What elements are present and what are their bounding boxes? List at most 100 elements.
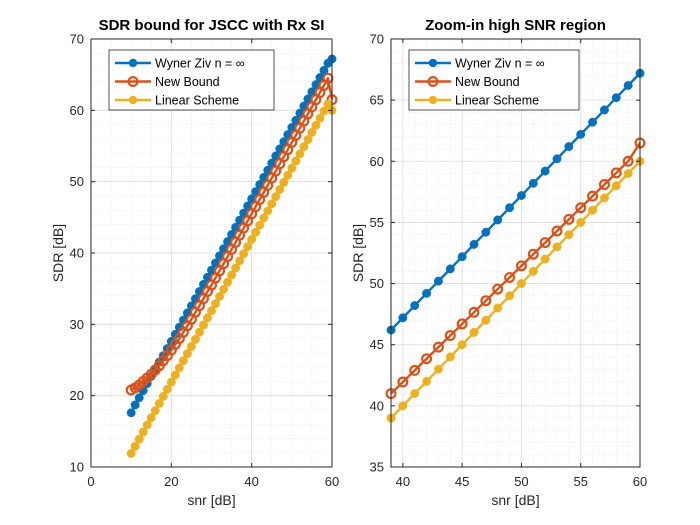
data-point-linear-scheme [199, 320, 208, 330]
data-point-linear-scheme [138, 427, 148, 437]
right-axes-box [390, 38, 641, 468]
data-point-linear-scheme [599, 193, 609, 203]
left-legend-label-linear-scheme: Linear Scheme [155, 94, 239, 108]
data-point-linear-scheme [255, 220, 265, 230]
legend-marker-new-bound [127, 75, 139, 87]
data-point-wyner-ziv-n [126, 408, 136, 418]
y-tick-label: 70 [370, 32, 384, 47]
y-tick-label: 50 [70, 174, 84, 189]
data-point-linear-scheme [162, 384, 172, 394]
data-point-new-bound [610, 167, 622, 179]
series-new-bound [125, 72, 338, 396]
right-legend-label-new-bound: New Bound [455, 75, 520, 89]
data-point-wyner-ziv-n [445, 264, 455, 274]
data-point-linear-scheme [243, 242, 253, 252]
data-point-linear-scheme [195, 327, 204, 337]
data-point-linear-scheme [130, 441, 140, 451]
data-point-linear-scheme [219, 284, 229, 294]
legend-marker-linear-scheme [128, 95, 138, 105]
data-point-wyner-ziv-n [457, 252, 467, 262]
data-point-wyner-ziv-n [505, 203, 515, 213]
left-y-axis-label: SDR [dB] [50, 224, 66, 282]
x-tick-label: 20 [164, 474, 178, 489]
data-point-linear-scheme [398, 401, 408, 411]
left-legend-label-new-bound: New Bound [155, 75, 220, 89]
y-tick-label: 55 [370, 215, 384, 230]
data-point-linear-scheme [623, 169, 633, 178]
y-tick-label: 10 [70, 460, 84, 475]
y-tick-label: 70 [70, 32, 84, 47]
series-wyner-ziv-n [386, 68, 645, 335]
data-point-linear-scheme [239, 249, 249, 259]
data-point-linear-scheme [287, 163, 297, 173]
legend-marker-linear-scheme [428, 95, 438, 105]
x-tick-label: 0 [87, 474, 94, 489]
left-chart-title: SDR bound for JSCC with Rx SI [99, 17, 325, 34]
data-point-new-bound [551, 225, 563, 237]
data-point-linear-scheme [267, 199, 277, 209]
data-point-wyner-ziv-n [422, 288, 432, 298]
right-legend-label-linear-scheme: Linear Scheme [455, 94, 539, 108]
y-tick-label: 50 [370, 276, 384, 291]
right-x-axis-label: snr [dB] [491, 492, 539, 508]
data-point-linear-scheme [259, 213, 269, 223]
data-point-linear-scheme [251, 227, 261, 237]
data-point-wyner-ziv-n [134, 393, 144, 403]
data-point-linear-scheme [211, 299, 220, 309]
data-point-linear-scheme [445, 352, 455, 362]
data-point-linear-scheme [178, 356, 188, 366]
y-tick-label: 35 [370, 460, 384, 475]
data-point-linear-scheme [505, 291, 515, 301]
data-point-new-bound [515, 260, 527, 272]
data-point-linear-scheme [422, 376, 432, 386]
data-point-new-bound [598, 179, 610, 191]
data-point-wyner-ziv-n [623, 81, 633, 90]
right-chart-title: Zoom-in high SNR region [425, 17, 606, 34]
data-point-wyner-ziv-n [528, 178, 538, 188]
x-tick-label: 60 [633, 474, 647, 489]
right-legend: Wyner Ziv n = ∞ New Bound Linear Scheme [408, 49, 580, 111]
data-point-linear-scheme [227, 270, 237, 280]
data-point-linear-scheme [279, 177, 289, 187]
data-point-linear-scheme [174, 363, 184, 373]
data-point-linear-scheme [126, 448, 136, 458]
left-x-axis-label: snr [dB] [187, 492, 235, 508]
data-point-linear-scheme [150, 406, 160, 416]
data-point-new-bound [480, 295, 492, 307]
data-point-wyner-ziv-n [481, 227, 491, 237]
data-point-linear-scheme [182, 349, 192, 359]
data-point-linear-scheme [170, 370, 180, 380]
data-point-linear-scheme [223, 277, 233, 287]
y-tick-label: 20 [70, 388, 84, 403]
data-point-new-bound [397, 376, 409, 388]
legend-marker-new-bound [427, 75, 439, 87]
left-chart: 0 20 40 60 10 20 30 40 50 60 70 SDR bound for JSCC… [50, 17, 339, 508]
data-point-linear-scheme [481, 315, 491, 325]
data-point-linear-scheme [275, 185, 285, 194]
legend-marker-wyner-ziv-n [428, 58, 438, 68]
left-ticks: 0 20 40 60 10 20 30 40 50 60 70 [70, 32, 340, 490]
data-point-new-bound [468, 306, 480, 318]
data-point-linear-scheme [295, 149, 305, 159]
data-point-linear-scheme [303, 135, 313, 145]
data-point-linear-scheme [190, 334, 200, 344]
data-point-wyner-ziv-n [564, 142, 574, 152]
data-point-wyner-ziv-n [599, 105, 609, 115]
data-point-linear-scheme [158, 391, 168, 401]
data-point-new-bound [539, 237, 551, 249]
data-point-new-bound [444, 330, 456, 342]
data-point-linear-scheme [215, 292, 224, 301]
data-point-new-bound [587, 190, 599, 202]
data-point-linear-scheme [207, 306, 216, 316]
data-point-linear-scheme [299, 142, 309, 152]
y-tick-label: 45 [370, 337, 384, 352]
data-point-wyner-ziv-n [410, 301, 420, 311]
data-point-linear-scheme [528, 266, 538, 276]
data-point-linear-scheme [146, 413, 156, 423]
data-point-linear-scheme [564, 230, 574, 240]
data-point-linear-scheme [235, 256, 245, 266]
series-line-linear-scheme [390, 160, 641, 419]
y-tick-label: 60 [370, 154, 384, 169]
right-plot-series [385, 68, 646, 423]
x-tick-label: 45 [455, 474, 469, 489]
